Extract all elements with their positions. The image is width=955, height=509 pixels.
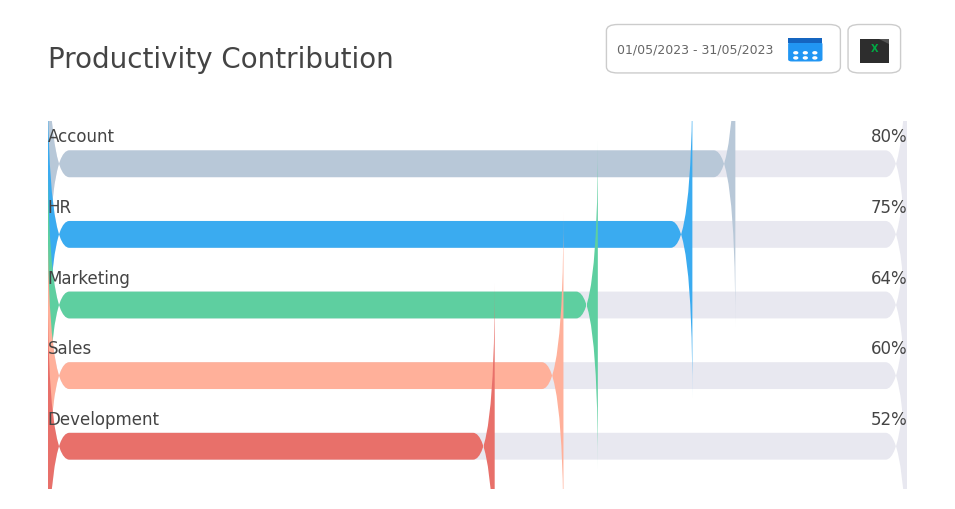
FancyBboxPatch shape <box>48 143 907 468</box>
Circle shape <box>803 52 807 54</box>
Circle shape <box>813 58 817 60</box>
FancyBboxPatch shape <box>848 25 901 74</box>
Text: X: X <box>871 44 878 53</box>
FancyBboxPatch shape <box>788 38 822 43</box>
Text: 60%: 60% <box>871 340 907 357</box>
Text: HR: HR <box>48 199 72 217</box>
FancyBboxPatch shape <box>48 284 907 509</box>
Text: Development: Development <box>48 410 159 428</box>
FancyBboxPatch shape <box>48 284 495 509</box>
Text: 01/05/2023 - 31/05/2023: 01/05/2023 - 31/05/2023 <box>617 43 774 56</box>
Circle shape <box>794 58 797 60</box>
FancyBboxPatch shape <box>48 213 907 509</box>
FancyBboxPatch shape <box>48 213 563 509</box>
Text: Account: Account <box>48 128 115 146</box>
Polygon shape <box>879 39 888 44</box>
FancyBboxPatch shape <box>48 2 907 327</box>
FancyBboxPatch shape <box>48 143 598 468</box>
Text: 75%: 75% <box>871 199 907 217</box>
Text: Marketing: Marketing <box>48 269 131 287</box>
FancyBboxPatch shape <box>606 25 840 74</box>
Text: 80%: 80% <box>871 128 907 146</box>
Text: 64%: 64% <box>871 269 907 287</box>
Circle shape <box>794 52 797 54</box>
FancyBboxPatch shape <box>860 39 888 64</box>
Circle shape <box>803 58 807 60</box>
FancyBboxPatch shape <box>48 72 692 398</box>
FancyBboxPatch shape <box>788 43 822 62</box>
FancyBboxPatch shape <box>48 2 735 327</box>
Text: Productivity Contribution: Productivity Contribution <box>48 46 393 74</box>
Circle shape <box>813 52 817 54</box>
Text: Sales: Sales <box>48 340 92 357</box>
Text: 52%: 52% <box>871 410 907 428</box>
FancyBboxPatch shape <box>48 72 907 398</box>
